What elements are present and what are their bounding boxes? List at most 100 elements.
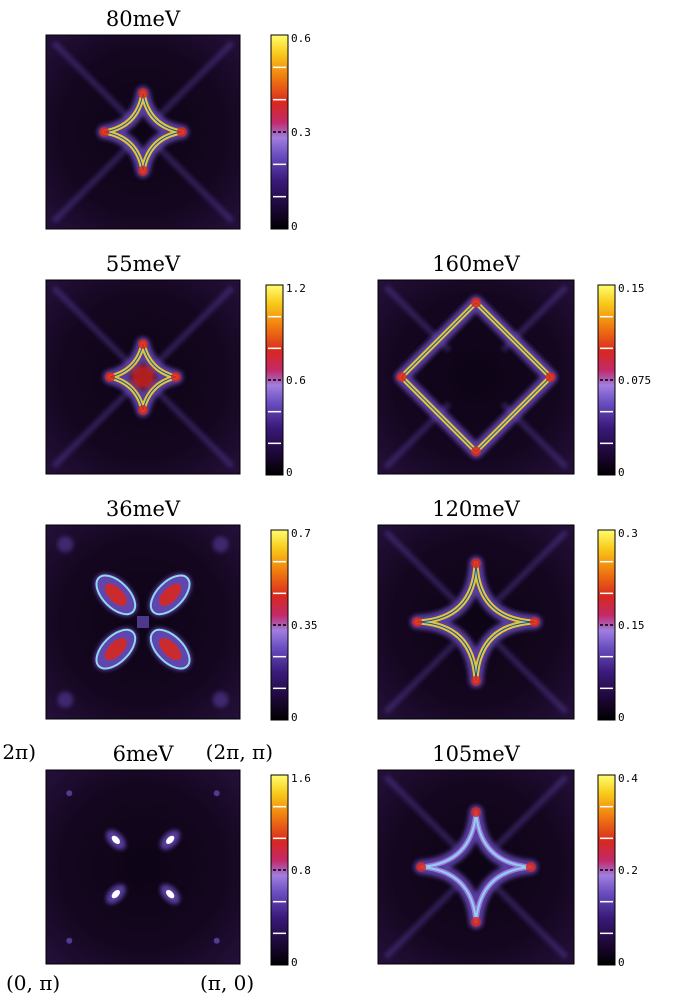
panel-title: 6meV (113, 742, 175, 766)
colorbar-tick-label: 0.15 (618, 282, 645, 295)
heatmap-pattern (383, 774, 569, 960)
heatmap-pattern (383, 284, 569, 470)
lobe-core (104, 638, 127, 661)
intensity-streak (495, 641, 569, 715)
colorbar-tick-label: 0.2 (618, 864, 638, 877)
panel-55meV: 55meV 0 0.6 1.2 (45, 252, 306, 479)
intensity-streak (152, 386, 235, 469)
intensity-streak (493, 774, 569, 850)
corner-spot (66, 790, 73, 797)
colorbar-tick-label: 0 (291, 956, 298, 969)
corner-spot (213, 790, 220, 797)
intensity-streak (152, 285, 235, 368)
colorbar-tick-label: 1.6 (291, 772, 311, 785)
intensity-streak (51, 143, 132, 224)
vertex-spot (471, 558, 481, 569)
panel-title: 105meV (432, 742, 520, 766)
intensity-peak (111, 890, 120, 899)
colorbar-tick-label: 0 (291, 711, 298, 724)
intensity-streak (383, 529, 457, 603)
colorbar-tick-label: 0.075 (618, 374, 651, 387)
colorbar-tick-label: 1.2 (286, 282, 306, 295)
panel-6meV: 6meV 0 0.8 1.6 (π, 2π) (2π, π) (0, π) (π, 0) (0, 740, 311, 995)
vertex-spot (99, 127, 110, 137)
corner-spot (66, 937, 73, 944)
corner-label-bottom-left: (0, π) (6, 971, 60, 995)
vertex-spot (412, 617, 423, 627)
panel-105meV: 105meV 0 0.2 0.4 (377, 742, 638, 969)
center-spot (137, 616, 149, 628)
vertex-spot (176, 127, 187, 137)
panel-title: 160meV (432, 252, 520, 276)
intensity-streak (154, 40, 235, 121)
vertex-spot (138, 339, 148, 350)
panel-160meV: 160meV 0 0.075 0.15 (377, 252, 651, 479)
heatmap-pattern (66, 790, 220, 944)
vertex-spot (471, 807, 481, 818)
colorbar-tick-label: 0.15 (618, 619, 645, 632)
lobe-contour (149, 574, 191, 616)
colorbar-tick-label: 0 (286, 466, 293, 479)
colorbar-tick-label: 0.35 (291, 619, 318, 632)
colorbar-tick-label: 0.3 (618, 527, 638, 540)
intensity-peak (111, 835, 120, 844)
corner-spot (57, 536, 74, 553)
vertex-spot (396, 372, 407, 382)
panel-title: 55meV (106, 252, 181, 276)
colorbar-tick-label: 0.6 (286, 374, 306, 387)
corner-spot (212, 691, 229, 708)
corner-label-top-left: (π, 2π) (0, 740, 36, 764)
heatmap-pattern (51, 40, 235, 224)
vertex-spot (416, 862, 427, 872)
intensity-streak (154, 143, 235, 224)
corner-spot (212, 536, 229, 553)
vertex-spot (529, 617, 540, 627)
vertex-spot (471, 916, 481, 927)
lobe-contour (95, 628, 137, 670)
vertex-spot (138, 404, 148, 415)
intensity-streak (51, 285, 134, 368)
colorbar-tick-label: 0.4 (618, 772, 638, 785)
lobe-core (159, 583, 182, 606)
intensity-streak (493, 884, 569, 960)
colorbar-tick-label: 0.7 (291, 527, 311, 540)
colorbar-tick-label: 0.8 (291, 864, 311, 877)
colorbar-tick-label: 0 (618, 711, 625, 724)
heatmap-frame (45, 769, 241, 965)
colorbar-tick-label: 0 (618, 466, 625, 479)
center-spot (131, 365, 155, 389)
intensity-streak (51, 386, 134, 469)
colorbar-tick-label: 0.3 (291, 126, 311, 139)
intensity-streak (383, 884, 459, 960)
vertex-spot (138, 88, 148, 99)
heatmap-frame (45, 34, 241, 230)
panel-title: 120meV (432, 497, 520, 521)
panel-80meV: 80meV 0 0.3 0.6 (45, 7, 311, 233)
heatmap-frame (377, 279, 575, 475)
lobe-core (159, 638, 182, 661)
panel-120meV: 120meV 0 0.15 0.3 (377, 497, 645, 724)
heatmap-pattern (383, 529, 569, 715)
heatmap-pattern (57, 536, 229, 708)
lobe-core (104, 583, 127, 606)
corner-spot (57, 691, 74, 708)
corner-spot (213, 937, 220, 944)
intensity-streak (51, 40, 132, 121)
intensity-streak (383, 774, 459, 850)
heatmap-frame (377, 524, 575, 720)
vertex-spot (471, 675, 481, 686)
panel-title: 80meV (106, 7, 181, 31)
heatmap-frame (45, 279, 241, 475)
heatmap-frame (45, 524, 241, 720)
intensity-streak (383, 641, 457, 715)
vertex-spot (138, 165, 148, 176)
intensity-peak (166, 835, 175, 844)
panel-36meV: 36meV 0 0.35 0.7 (45, 497, 318, 724)
heatmap-background (46, 770, 240, 964)
colorbar-tick-label: 0 (291, 220, 298, 233)
intensity-peak (166, 890, 175, 899)
intensity-streak (495, 529, 569, 603)
vertex-spot (105, 372, 116, 382)
corner-label-top-right: (2π, π) (206, 740, 273, 764)
